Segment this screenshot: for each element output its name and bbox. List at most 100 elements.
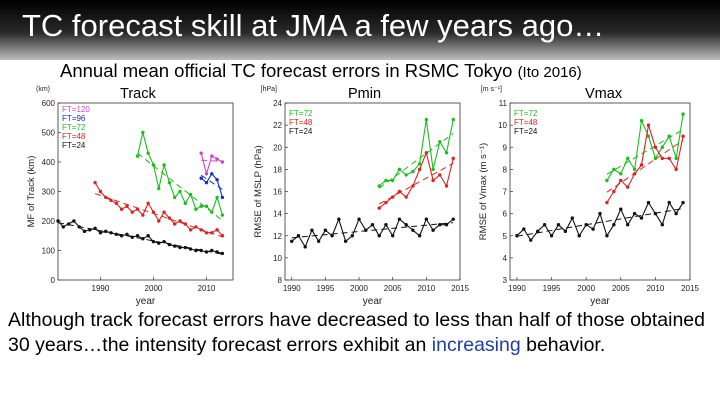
data-point	[125, 232, 129, 236]
data-point	[178, 245, 182, 250]
y-tick-label: 400	[42, 158, 56, 167]
legend-entry: FT=48	[514, 118, 538, 127]
data-point	[397, 167, 402, 172]
data-point	[109, 198, 113, 203]
data-point	[82, 229, 87, 234]
data-point	[93, 180, 97, 185]
data-point	[639, 216, 644, 220]
data-point	[141, 130, 145, 135]
data-point	[424, 117, 429, 122]
data-point	[210, 154, 214, 158]
data-point	[444, 184, 449, 188]
data-point	[404, 195, 408, 199]
series-ft-48	[605, 123, 685, 205]
x-tick-label: 2000	[145, 284, 163, 293]
data-point	[93, 226, 97, 231]
data-point	[438, 222, 442, 227]
data-point	[199, 204, 203, 208]
data-point	[674, 167, 678, 172]
x-tick-label: 2005	[612, 284, 630, 293]
data-point	[424, 217, 429, 221]
data-point	[141, 237, 145, 241]
data-point	[674, 156, 678, 161]
y-tick-label: 18	[273, 165, 282, 174]
data-point	[563, 229, 568, 234]
series-ft-120	[199, 151, 225, 176]
data-point	[438, 173, 442, 177]
data-point	[681, 200, 685, 205]
slide-title: TC forecast skill at JMA a few years ago…	[22, 8, 605, 43]
trend-line	[378, 162, 454, 205]
x-tick-label: 2015	[451, 284, 469, 293]
data-point	[290, 239, 294, 243]
data-point	[377, 184, 381, 188]
unit-label: [m s⁻¹]	[481, 86, 502, 93]
data-point	[653, 145, 658, 149]
y-tick-label: 12	[273, 232, 282, 241]
legend-entry: FT=24	[514, 127, 538, 136]
legend-entry: FT=24	[289, 127, 313, 136]
data-point	[167, 216, 172, 220]
trend-line	[378, 133, 454, 189]
legend-entry: FT=24	[62, 141, 86, 150]
data-point	[411, 184, 415, 188]
data-point	[681, 134, 685, 138]
data-point	[146, 234, 150, 238]
unit-label: [hPa]	[261, 86, 277, 93]
title-bar: TC forecast skill at JMA a few years ago…	[0, 0, 720, 60]
data-point	[625, 185, 630, 189]
data-point	[646, 123, 651, 127]
data-point	[220, 160, 225, 164]
data-point	[639, 119, 644, 123]
data-point	[199, 176, 203, 180]
data-point	[303, 245, 307, 249]
trend-line	[201, 159, 223, 162]
y-tick-label: 8	[503, 165, 508, 174]
data-point	[639, 163, 644, 167]
y-tick-label: 20	[273, 143, 282, 152]
data-point	[417, 167, 422, 172]
x-tick-label: 2005	[384, 284, 402, 293]
data-point	[210, 248, 214, 253]
data-point	[660, 222, 665, 227]
panel-label-track: Track	[120, 86, 156, 102]
data-point	[542, 222, 547, 227]
data-point	[591, 227, 595, 231]
data-point	[162, 163, 166, 167]
data-point	[146, 201, 150, 205]
data-point	[135, 154, 140, 158]
series-ft-24	[290, 217, 455, 249]
data-point	[625, 156, 630, 161]
y-tick-label: 200	[42, 217, 56, 226]
y-tick-label: 9	[503, 143, 508, 152]
data-point	[220, 213, 225, 217]
data-point	[61, 225, 66, 229]
data-point	[619, 178, 623, 183]
chart-vmax: 3 4 5 6 7 8 9 10 11 1990 1995 2000 2005 2010 2015 year R…	[478, 86, 699, 307]
data-point	[438, 140, 442, 144]
data-point	[404, 173, 408, 177]
data-point	[632, 211, 637, 216]
data-point	[220, 195, 225, 200]
data-point	[424, 151, 429, 155]
data-point	[114, 201, 119, 205]
y-tick-label: 0	[51, 276, 56, 285]
series-ft-24	[56, 219, 225, 256]
y-tick-label: 6	[503, 210, 508, 219]
data-point	[56, 219, 60, 223]
series-ft-48	[93, 180, 225, 238]
y-tick-label: 4	[503, 254, 508, 263]
plot-frame	[509, 102, 691, 281]
y-tick-label: 7	[503, 188, 508, 197]
data-point	[215, 157, 219, 161]
x-tick-label: 2015	[681, 284, 699, 293]
data-point	[204, 180, 209, 185]
series-ft-72	[377, 117, 455, 189]
y-tick-label: 11	[499, 99, 508, 108]
x-axis-label: year	[363, 296, 383, 307]
citation: (Ito 2016)	[517, 64, 582, 81]
data-point	[330, 234, 334, 238]
data-point	[194, 207, 198, 211]
series-line	[606, 124, 684, 203]
trend-line	[94, 193, 223, 238]
